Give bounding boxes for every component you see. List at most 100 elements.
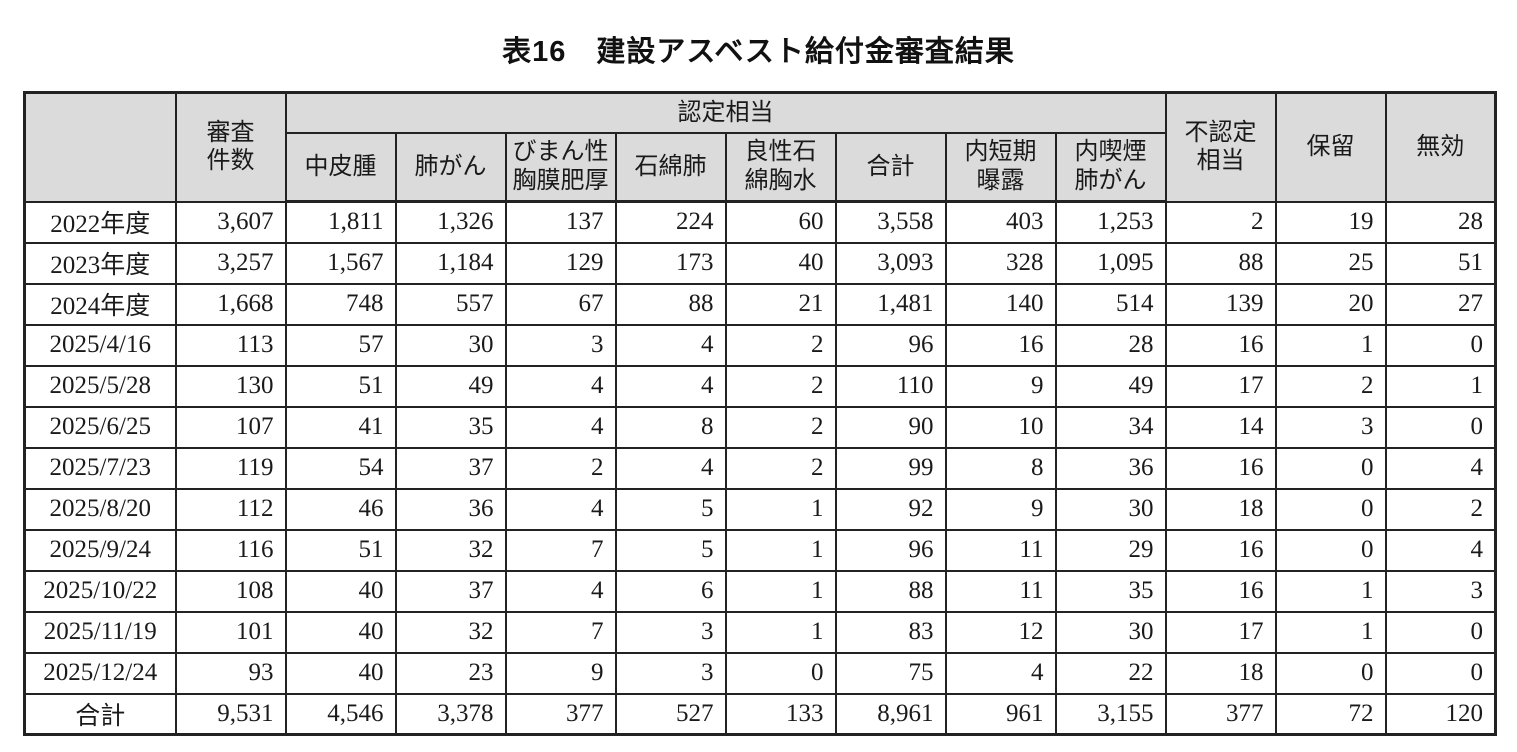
table-cell: 1 <box>1274 569 1387 613</box>
table-cell: 16 <box>1164 569 1277 613</box>
table-cell: 14 <box>1164 405 1277 449</box>
corner-cell <box>23 91 177 203</box>
table-body: 2022年度 3,607 1,811 1,326 137 224 60 3,558 403 1,2… <box>23 200 1497 736</box>
table-cell: 748 <box>284 282 397 326</box>
table-cell: 139 <box>1164 282 1277 326</box>
table-cell: 1 <box>1274 610 1387 654</box>
table-cell: 8,961 <box>834 692 947 736</box>
table-cell: 3,558 <box>834 200 947 244</box>
table-cell: 11 <box>944 528 1057 572</box>
table-row: 2025/12/24 93 40 23 9 3 0 75 4 22 18 0 0 <box>23 651 1497 695</box>
table-cell: 4 <box>504 487 617 531</box>
table-cell: 1,184 <box>394 241 507 285</box>
row-label: 2025/8/20 <box>23 487 177 531</box>
table-cell: 4 <box>504 405 617 449</box>
col-header-funintei-soto: 不認定 相当 <box>1164 91 1277 203</box>
table-cell: 1 <box>724 610 837 654</box>
table-cell: 173 <box>614 241 727 285</box>
table-cell: 3,093 <box>834 241 947 285</box>
table-cell: 129 <box>504 241 617 285</box>
table-cell: 557 <box>394 282 507 326</box>
table-cell: 0 <box>1274 528 1387 572</box>
table-cell: 7 <box>504 528 617 572</box>
table-cell: 3,155 <box>1054 692 1167 736</box>
col-header-horyu: 保留 <box>1274 91 1387 203</box>
table-cell: 1 <box>1274 323 1387 367</box>
table-cell: 0 <box>1384 651 1497 695</box>
row-label: 合計 <box>23 692 177 736</box>
table-cell: 514 <box>1054 282 1167 326</box>
table-cell: 2 <box>1384 487 1497 531</box>
table-cell: 17 <box>1164 610 1277 654</box>
row-label: 2025/7/23 <box>23 446 177 490</box>
table-cell: 1,253 <box>1054 200 1167 244</box>
results-table: 審査 件数 認定相当 不認定 相当 保留 無効 中皮腫 肺がん びまん性 胸膜肥… <box>23 91 1497 736</box>
table-cell: 4 <box>614 323 727 367</box>
table-cell: 4,546 <box>284 692 397 736</box>
table-cell: 1,481 <box>834 282 947 326</box>
table-cell: 41 <box>284 405 397 449</box>
table-cell: 101 <box>174 610 287 654</box>
row-label: 2025/9/24 <box>23 528 177 572</box>
table-cell: 2 <box>724 364 837 408</box>
table-cell: 961 <box>944 692 1057 736</box>
table-cell: 1 <box>1384 364 1497 408</box>
table-cell: 20 <box>1274 282 1387 326</box>
table-cell: 90 <box>834 405 947 449</box>
col-header-nintei-soto-group: 認定相当 <box>284 91 1167 134</box>
table-cell: 4 <box>504 569 617 613</box>
table-cell: 40 <box>724 241 837 285</box>
table-cell: 119 <box>174 446 287 490</box>
table-cell: 35 <box>394 405 507 449</box>
table-cell: 32 <box>394 610 507 654</box>
table-cell: 60 <box>724 200 837 244</box>
table-row: 2025/11/19 101 40 32 7 3 1 83 12 30 17 1 0 <box>23 610 1497 654</box>
table-cell: 49 <box>394 364 507 408</box>
table-cell: 4 <box>1384 446 1497 490</box>
row-label: 2022年度 <box>23 200 177 244</box>
row-label: 2025/10/22 <box>23 569 177 613</box>
row-label: 2025/4/16 <box>23 323 177 367</box>
table-cell: 16 <box>944 323 1057 367</box>
table-cell: 18 <box>1164 487 1277 531</box>
col-header-haigan: 肺がん <box>394 131 507 203</box>
table-cell: 51 <box>284 528 397 572</box>
table-cell: 3 <box>614 610 727 654</box>
table-cell: 9,531 <box>174 692 287 736</box>
table-cell: 4 <box>1384 528 1497 572</box>
table-cell: 1,326 <box>394 200 507 244</box>
table-cell: 120 <box>1384 692 1497 736</box>
table-cell: 112 <box>174 487 287 531</box>
table-cell: 30 <box>1054 487 1167 531</box>
table-cell: 28 <box>1384 200 1497 244</box>
row-label: 2025/12/24 <box>23 651 177 695</box>
table-cell: 1 <box>724 528 837 572</box>
table-cell: 377 <box>504 692 617 736</box>
table-cell: 28 <box>1054 323 1167 367</box>
row-label: 2025/6/25 <box>23 405 177 449</box>
table-cell: 11 <box>944 569 1057 613</box>
table-cell: 40 <box>284 569 397 613</box>
table-row: 2025/10/22 108 40 37 4 6 1 88 11 35 16 1 3 <box>23 569 1497 613</box>
table-cell: 30 <box>1054 610 1167 654</box>
table-cell: 1,668 <box>174 282 287 326</box>
table-cell: 527 <box>614 692 727 736</box>
table-cell: 403 <box>944 200 1057 244</box>
table-cell: 133 <box>724 692 837 736</box>
table-cell: 7 <box>504 610 617 654</box>
table-cell: 83 <box>834 610 947 654</box>
table-cell: 67 <box>504 282 617 326</box>
page-title: 表16 建設アスベスト給付金審査結果 <box>502 36 1015 68</box>
table-cell: 4 <box>944 651 1057 695</box>
table-cell: 29 <box>1054 528 1167 572</box>
table-cell: 377 <box>1164 692 1277 736</box>
table-cell: 30 <box>394 323 507 367</box>
table-cell: 0 <box>1274 487 1387 531</box>
table-cell: 10 <box>944 405 1057 449</box>
table-cell: 8 <box>614 405 727 449</box>
row-label: 2025/11/19 <box>23 610 177 654</box>
table-cell: 27 <box>1384 282 1497 326</box>
table-cell: 16 <box>1164 323 1277 367</box>
table-cell: 96 <box>834 528 947 572</box>
